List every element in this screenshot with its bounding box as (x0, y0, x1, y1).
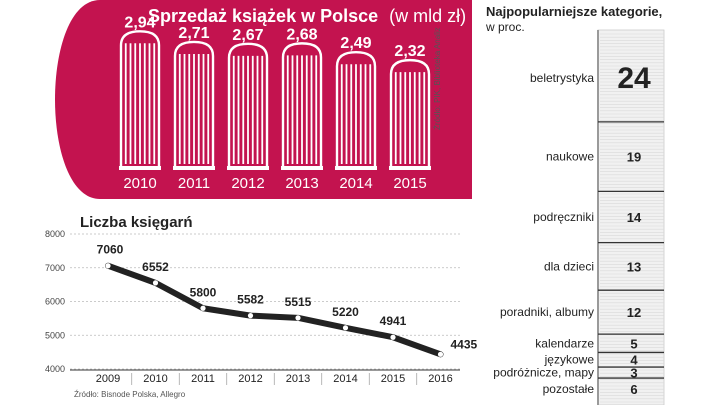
category-value-0: 24 (617, 62, 651, 95)
bookstores-xtick-2011: 2011 (191, 373, 215, 385)
sales-bars: 2,94 2010 2,71 2011 2,67 2012 2,68 2013 2,49 2014… (119, 14, 431, 192)
sales-bar-2013: 2,68 2013 (281, 26, 323, 192)
category-row-8: pozostałe 6 (543, 382, 638, 397)
category-label-0: beletrystyka (530, 71, 594, 85)
bookstores-point-2009 (105, 263, 111, 269)
category-value-2: 14 (627, 210, 642, 225)
bookstores-point-2011 (200, 305, 206, 311)
categories-panel: Najpopularniejsze kategorie, w proc. bel… (485, 4, 665, 405)
sales-book-base-2010 (119, 166, 161, 170)
category-value-1: 19 (627, 150, 641, 165)
bookstores-value-label-2012: 5582 (237, 293, 264, 307)
sales-value-label-2011: 2,71 (178, 25, 209, 42)
bookstores-value-label-2009: 7060 (97, 243, 124, 257)
categories-notebook: beletrystyka 24 naukowe 19 podręczniki 14 dla … (493, 29, 665, 405)
bookstores-value-label-2014: 5220 (332, 305, 359, 319)
bookstores-value-label-2013: 5515 (285, 295, 312, 309)
sales-bar-2015: 2,32 2015 (389, 43, 431, 192)
bookstores-xtick-2009: 2009 (96, 373, 120, 385)
categories-subtitle: w proc. (485, 20, 525, 34)
sales-source: Źródło: PIK, Biblioteka Analiz (433, 27, 442, 130)
bookstores-ytick-4000: 4000 (45, 364, 65, 374)
sales-year-label-2012: 2012 (231, 175, 264, 192)
category-label-6: językowe (544, 353, 595, 367)
category-value-3: 13 (627, 259, 641, 274)
category-row-6: językowe 4 (544, 353, 664, 368)
bookstores-line-chart: 4000 5000 6000 7000 8000 2009 2010 2011 2012 2013… (45, 229, 478, 385)
category-label-2: podręczniki (533, 210, 594, 224)
bookstores-panel: Liczba księgarń 4000 5000 6000 7000 8000 2009… (45, 214, 478, 399)
category-value-6: 4 (630, 353, 638, 368)
bookstores-series-line (105, 262, 444, 358)
sales-book-base-2014 (335, 166, 377, 170)
bookstores-value-label-2015: 4941 (380, 314, 407, 328)
bookstores-point-2013 (295, 315, 301, 321)
category-row-7: podróżnicze, mapy 3 (493, 366, 664, 381)
sales-title-main: Sprzedaż książek w Polsce (148, 6, 378, 26)
sales-value-label-2015: 2,32 (394, 43, 425, 60)
sales-title: Sprzedaż książek w Polsce (w mld zł) (148, 6, 466, 26)
sales-bar-2010: 2,94 2010 (119, 14, 161, 192)
bookstores-xtick-2016: 2016 (428, 373, 452, 385)
category-value-7: 3 (630, 366, 637, 381)
category-label-8: pozostałe (543, 382, 595, 396)
bookstores-title: Liczba księgarń (80, 214, 193, 231)
bookstores-point-2012 (247, 313, 254, 319)
sales-value-label-2014: 2,49 (340, 35, 371, 52)
bookstores-xtick-2014: 2014 (333, 373, 357, 385)
bookstores-point-2010 (152, 280, 159, 286)
bookstores-xtick-2012: 2012 (238, 373, 262, 385)
category-label-7: podróżnicze, mapy (493, 366, 594, 380)
sales-value-label-2013: 2,68 (286, 26, 317, 43)
sales-panel: Sprzedaż książek w Polsce (w mld zł) 2,9… (55, 0, 472, 199)
category-label-5: kalendarze (535, 336, 594, 350)
category-label-3: dla dzieci (544, 259, 594, 273)
sales-book-base-2011 (173, 166, 215, 170)
sales-book-base-2015 (389, 166, 431, 170)
category-value-8: 6 (630, 382, 637, 397)
sales-title-unit: (w mld zł) (389, 6, 466, 26)
category-row-1: naukowe 19 (546, 150, 664, 193)
bookstores-ytick-6000: 6000 (45, 297, 65, 307)
bookstores-ytick-5000: 5000 (45, 330, 65, 340)
sales-bar-2014: 2,49 2014 (335, 35, 377, 192)
bookstores-xtick-2010: 2010 (143, 373, 167, 385)
bookstores-value-label-2011: 5800 (190, 285, 217, 299)
bookstores-point-2014 (342, 325, 349, 331)
bookstores-value-label-2016: 4435 (451, 337, 478, 351)
sales-bar-2011: 2,71 2011 (173, 25, 215, 192)
category-row-5: kalendarze 5 (535, 336, 664, 354)
sales-year-label-2014: 2014 (339, 175, 372, 192)
sales-year-label-2013: 2013 (285, 175, 318, 192)
sales-year-label-2011: 2011 (178, 175, 210, 192)
notebook-paper (597, 29, 665, 405)
bookstores-point-2016 (437, 351, 444, 357)
category-value-5: 5 (630, 336, 637, 351)
bookstores-xtick-2015: 2015 (381, 373, 405, 385)
category-label-4: poradniki, albumy (500, 305, 594, 319)
sales-bar-2012: 2,67 2012 (227, 27, 269, 192)
category-row-0: beletrystyka 24 (530, 62, 664, 123)
category-row-2: podręczniki 14 (533, 210, 664, 244)
categories-title: Najpopularniejsze kategorie, (486, 4, 662, 19)
category-value-4: 12 (627, 305, 641, 320)
bookstores-ytick-7000: 7000 (45, 263, 65, 273)
category-row-3: dla dzieci 13 (544, 259, 664, 291)
sales-value-label-2010: 2,94 (124, 14, 155, 31)
sales-year-label-2010: 2010 (123, 175, 156, 192)
bookstores-source: Źródło: Bisnode Polska, Allegro (74, 390, 186, 399)
bookstores-point-2015 (390, 334, 396, 340)
bookstores-value-label-2010: 6552 (142, 260, 169, 274)
bookstores-ytick-8000: 8000 (45, 229, 65, 239)
bookstores-xtick-2013: 2013 (286, 373, 310, 385)
sales-year-label-2015: 2015 (393, 175, 426, 192)
sales-value-label-2012: 2,67 (232, 27, 263, 44)
category-row-4: poradniki, albumy 12 (500, 305, 664, 335)
category-label-1: naukowe (546, 150, 594, 164)
sales-book-base-2013 (281, 166, 323, 170)
sales-book-base-2012 (227, 166, 269, 170)
